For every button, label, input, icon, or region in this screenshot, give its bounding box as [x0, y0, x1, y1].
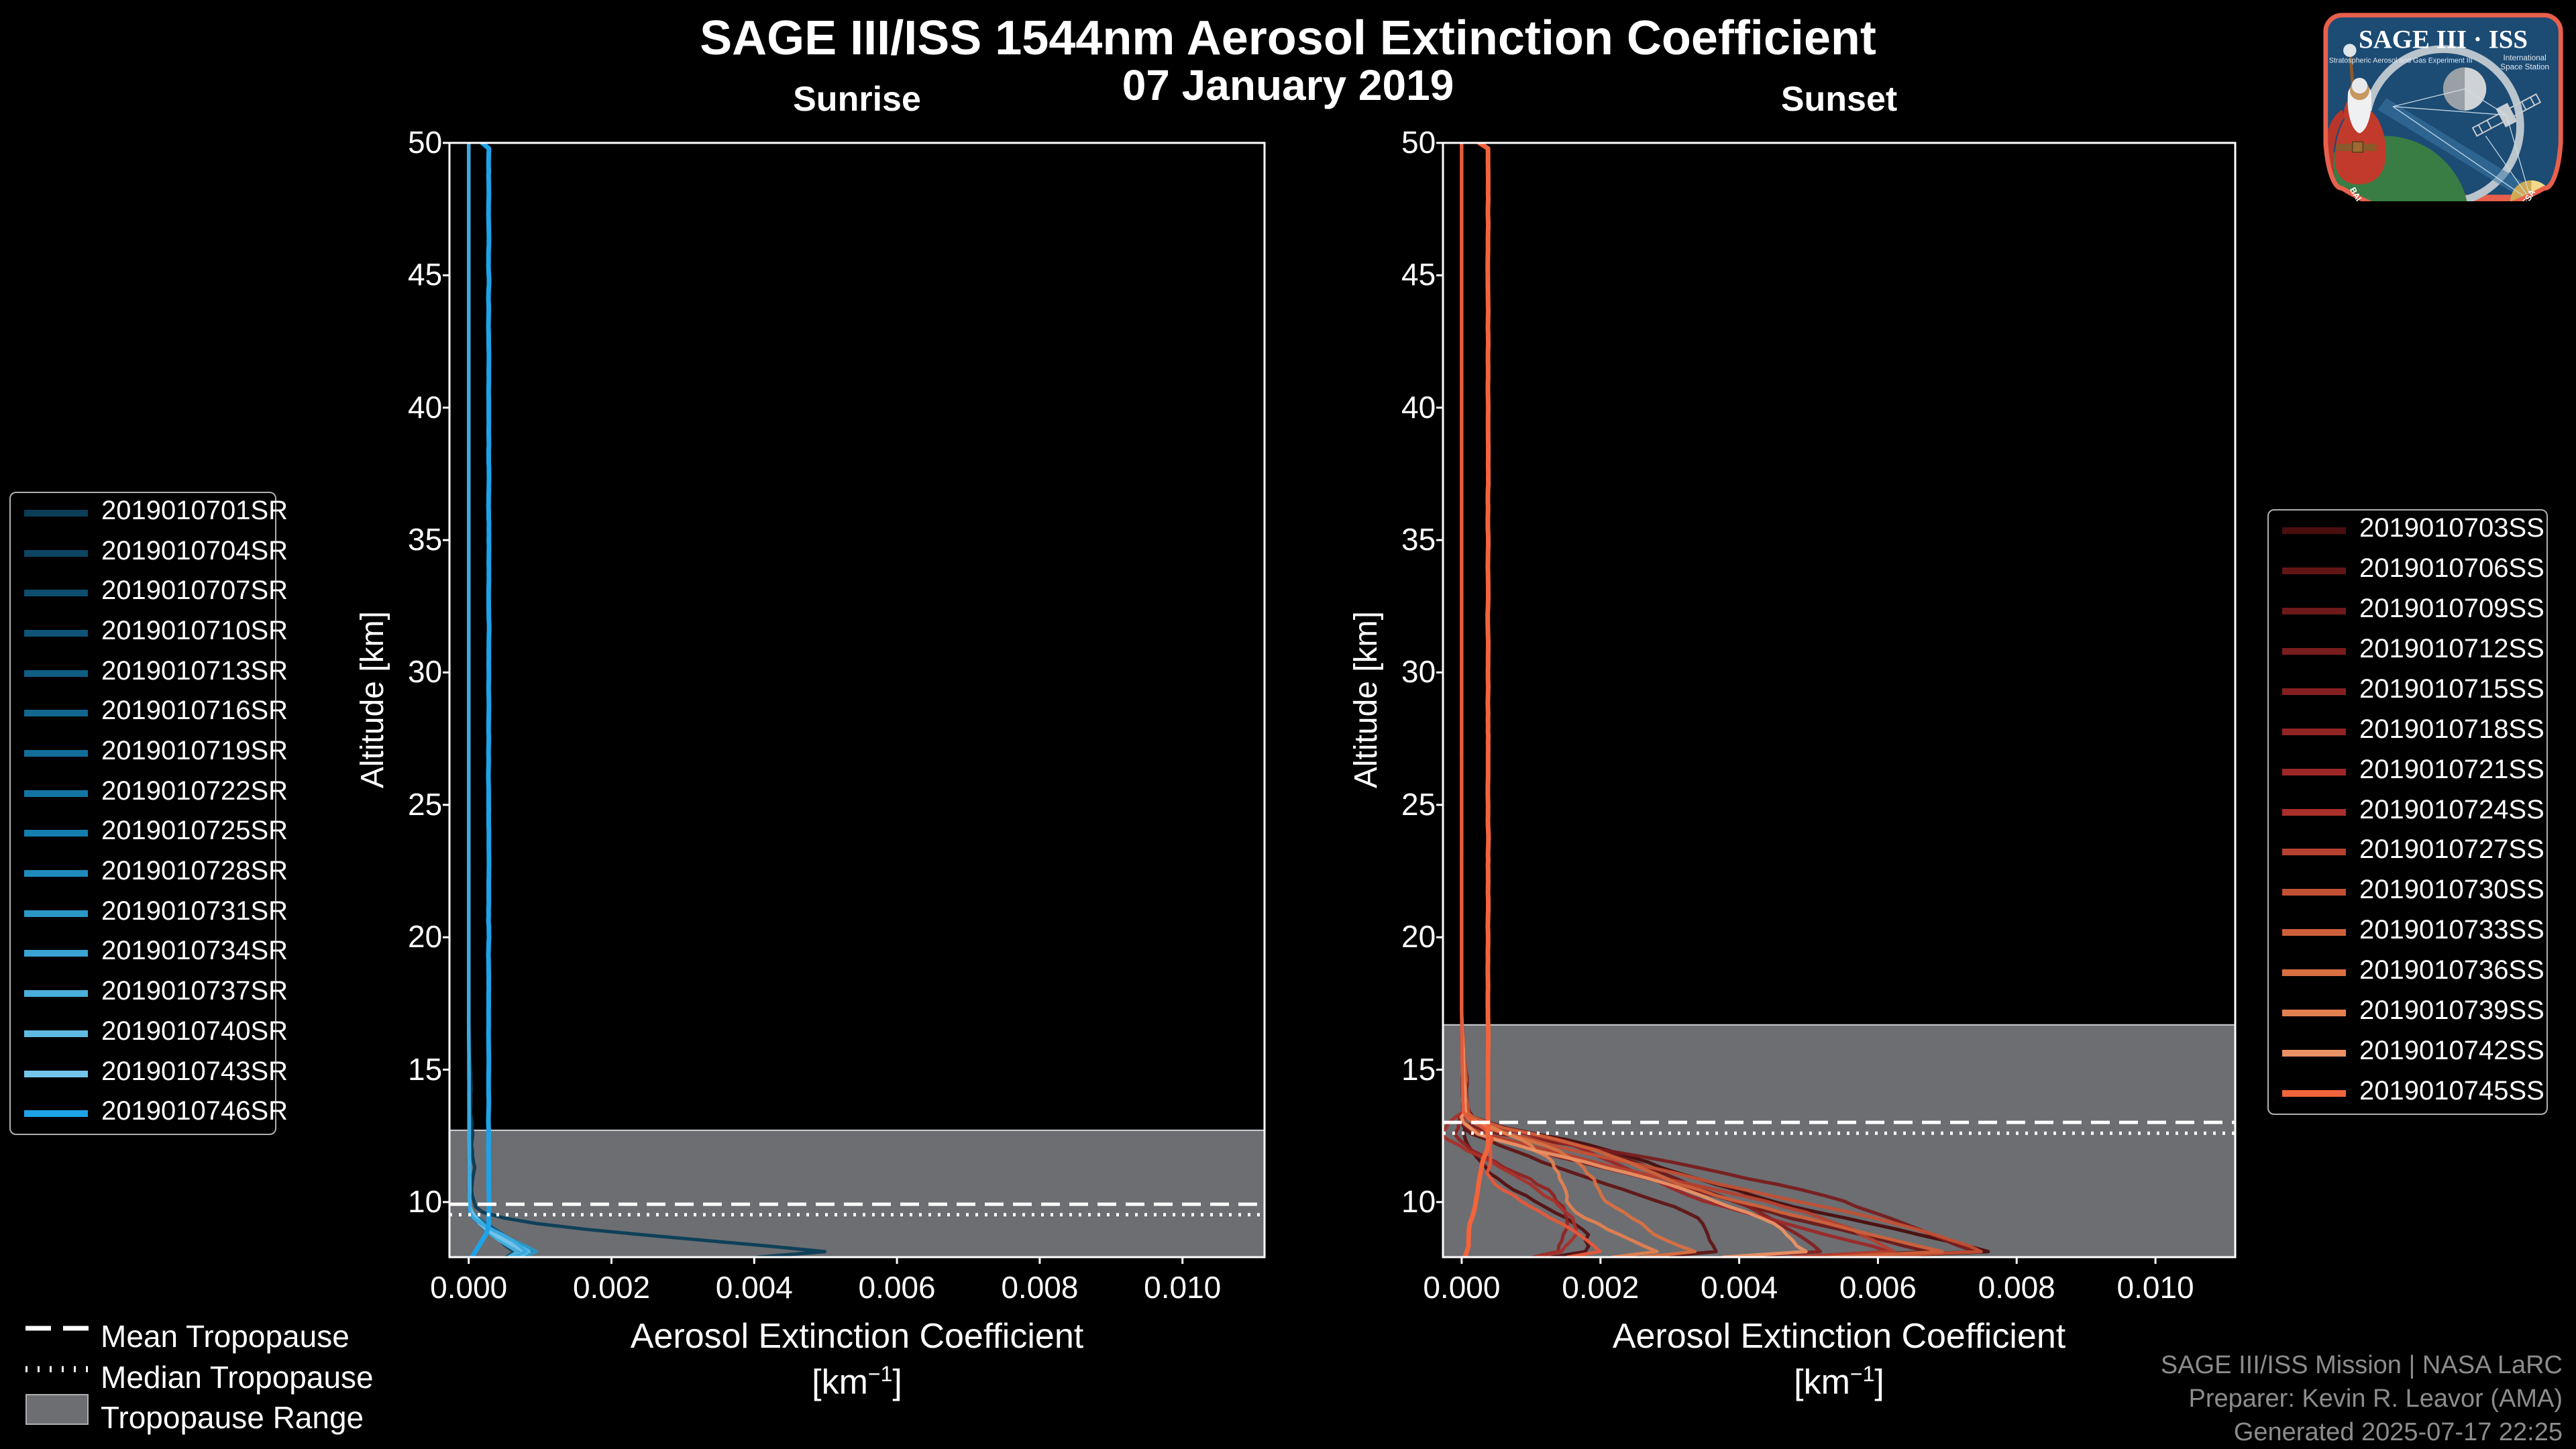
- svg-text:International: International: [2504, 54, 2546, 62]
- svg-text:Stratospheric Aerosol and Gas: Stratospheric Aerosol and Gas Experiment…: [2329, 57, 2473, 65]
- svg-text:Space Station: Space Station: [2500, 62, 2549, 71]
- svg-text:SAGE III · ISS: SAGE III · ISS: [2359, 25, 2528, 54]
